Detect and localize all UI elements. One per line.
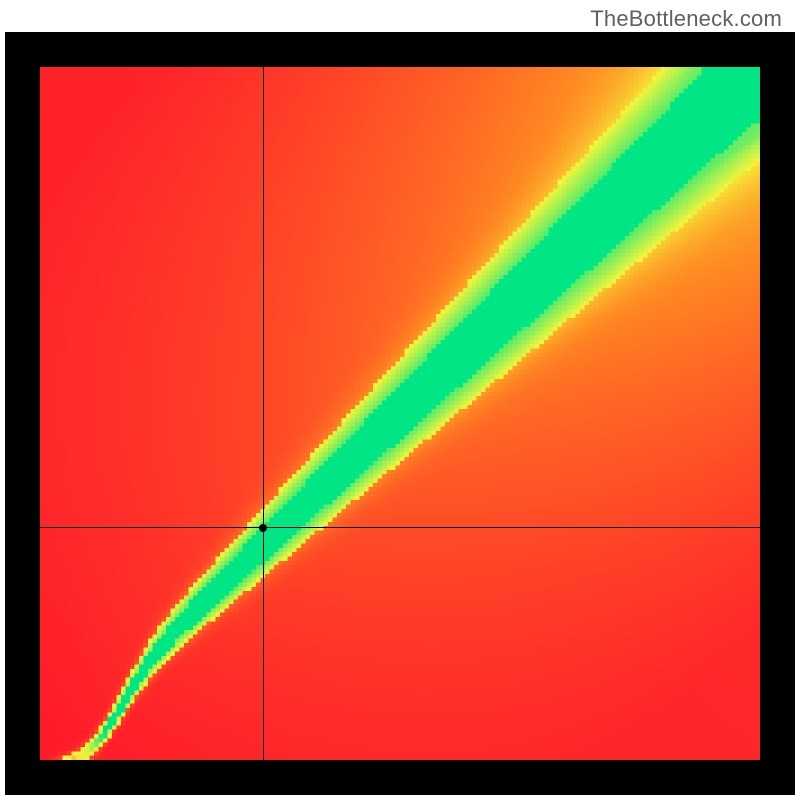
watermark-text: TheBottleneck.com: [590, 6, 782, 32]
frame-border-left: [5, 32, 40, 795]
chart-container: TheBottleneck.com: [0, 0, 800, 800]
bottleneck-heatmap: [40, 67, 760, 760]
crosshair-vertical: [263, 67, 264, 760]
frame-border-top: [5, 32, 795, 67]
crosshair-horizontal: [40, 527, 760, 528]
frame-border-right: [760, 32, 795, 795]
heatmap-plot-area: [40, 67, 760, 760]
frame-border-bottom: [5, 760, 795, 795]
crosshair-point: [259, 524, 267, 532]
